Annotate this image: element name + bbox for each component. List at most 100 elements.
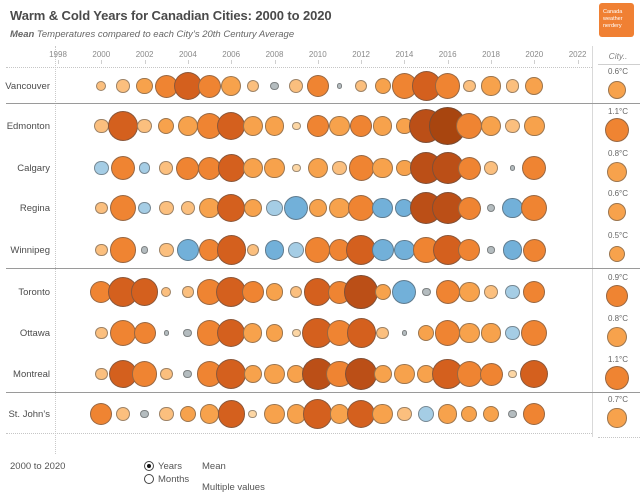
city-average-circle-0[interactable] xyxy=(608,81,626,99)
bubble-calgary-2018[interactable] xyxy=(483,160,499,176)
bubble-vancouver-2020[interactable] xyxy=(525,77,544,95)
bubble-calgary-2012[interactable] xyxy=(348,155,374,181)
bubble-vancouver-2000[interactable] xyxy=(96,80,107,92)
bubble-winnipeg-2019[interactable] xyxy=(503,240,523,260)
bubble-regina-2006[interactable] xyxy=(217,193,246,223)
bubble-winnipeg-2008[interactable] xyxy=(264,240,285,260)
bubble-winnipeg-2000[interactable] xyxy=(95,243,108,257)
bubble-ottawa-2009[interactable] xyxy=(291,328,301,338)
bubble-toronto-2019[interactable] xyxy=(505,284,520,300)
bubble-ottawa-2006[interactable] xyxy=(217,318,246,348)
bubble-calgary-2008[interactable] xyxy=(264,157,285,179)
bubble-calgary-2006[interactable] xyxy=(217,154,245,182)
bubble-regina-2008[interactable] xyxy=(266,199,283,217)
bubble-winnipeg-2018[interactable] xyxy=(487,246,495,254)
bubble-toronto-2002[interactable] xyxy=(130,278,159,306)
bubble-calgary-2002[interactable] xyxy=(138,162,151,174)
bubble-montreal-2003[interactable] xyxy=(159,367,173,381)
bubble-calgary-2010[interactable] xyxy=(307,157,329,179)
bubble-toronto-2003[interactable] xyxy=(161,286,172,298)
bubble-calgary-2019[interactable] xyxy=(510,165,516,171)
bubble-ottawa-2013[interactable] xyxy=(376,326,390,340)
city-average-circle-4[interactable] xyxy=(608,245,626,263)
bubble-st-john-s-2018[interactable] xyxy=(482,405,500,423)
bubble-regina-2004[interactable] xyxy=(180,200,196,216)
bubble-calgary-2013[interactable] xyxy=(372,157,394,179)
bubble-regina-2009[interactable] xyxy=(284,195,309,221)
bubble-regina-2019[interactable] xyxy=(502,197,523,219)
bubble-regina-2018[interactable] xyxy=(486,203,496,213)
bubble-st-john-s-2005[interactable] xyxy=(199,404,220,424)
bubble-vancouver-2006[interactable] xyxy=(220,75,242,97)
bubble-vancouver-2001[interactable] xyxy=(116,79,130,93)
bubble-vancouver-2008[interactable] xyxy=(270,81,279,91)
bubble-toronto-2018[interactable] xyxy=(483,284,499,300)
bubble-edmonton-2017[interactable] xyxy=(456,112,483,140)
bubble-regina-2001[interactable] xyxy=(109,194,137,222)
bubble-edmonton-2005[interactable] xyxy=(196,113,223,139)
bubble-st-john-s-2006[interactable] xyxy=(217,400,245,428)
bubble-winnipeg-2007[interactable] xyxy=(246,243,260,257)
bubble-regina-2012[interactable] xyxy=(347,194,375,222)
bubble-edmonton-2009[interactable] xyxy=(291,121,301,131)
bubble-regina-2007[interactable] xyxy=(243,199,262,217)
bubble-toronto-2004[interactable] xyxy=(182,286,194,298)
city-average-circle-3[interactable] xyxy=(608,203,626,221)
bubble-toronto-2008[interactable] xyxy=(265,283,284,301)
bubble-vancouver-2007[interactable] xyxy=(246,79,260,93)
bubble-montreal-2000[interactable] xyxy=(95,367,108,381)
bubble-st-john-s-2007[interactable] xyxy=(248,409,258,419)
bubble-ottawa-2016[interactable] xyxy=(435,320,461,346)
bubble-st-john-s-2012[interactable] xyxy=(347,399,376,429)
bubble-calgary-2011[interactable] xyxy=(332,160,347,176)
bubble-edmonton-2007[interactable] xyxy=(242,115,264,137)
bubble-ottawa-2019[interactable] xyxy=(505,325,520,341)
bubble-edmonton-2013[interactable] xyxy=(373,116,393,136)
bubble-st-john-s-2001[interactable] xyxy=(115,406,131,422)
city-average-circle-6[interactable] xyxy=(606,326,628,348)
bubble-vancouver-2009[interactable] xyxy=(288,78,304,94)
bubble-toronto-2010[interactable] xyxy=(304,278,332,306)
bubble-montreal-2007[interactable] xyxy=(243,365,262,383)
bubble-calgary-2001[interactable] xyxy=(110,155,135,181)
bubble-winnipeg-2014[interactable] xyxy=(394,239,415,261)
bubble-toronto-2017[interactable] xyxy=(459,281,480,303)
bubble-ottawa-2003[interactable] xyxy=(163,330,169,336)
bubble-regina-2017[interactable] xyxy=(457,196,481,220)
city-average-circle-2[interactable] xyxy=(606,161,628,183)
bubble-montreal-2018[interactable] xyxy=(479,362,503,386)
bubble-montreal-2008[interactable] xyxy=(264,363,285,385)
bubble-edmonton-2002[interactable] xyxy=(137,118,152,134)
radio-months-label[interactable]: Months xyxy=(158,474,190,485)
bubble-calgary-2004[interactable] xyxy=(176,156,200,180)
city-average-circle-8[interactable] xyxy=(607,408,627,428)
bubble-winnipeg-2003[interactable] xyxy=(158,242,174,258)
bubble-winnipeg-2013[interactable] xyxy=(371,239,394,261)
bubble-winnipeg-2001[interactable] xyxy=(110,237,136,263)
bubble-winnipeg-2020[interactable] xyxy=(522,238,546,262)
bubble-edmonton-2010[interactable] xyxy=(306,115,329,137)
bubble-calgary-2017[interactable] xyxy=(457,156,481,180)
bubble-montreal-2020[interactable] xyxy=(520,359,549,389)
bubble-montreal-2014[interactable] xyxy=(394,363,415,385)
bubble-st-john-s-2015[interactable] xyxy=(417,405,435,423)
radio-years[interactable] xyxy=(144,461,154,471)
bubble-vancouver-2012[interactable] xyxy=(354,79,368,93)
bubble-montreal-2019[interactable] xyxy=(508,369,518,379)
bubble-edmonton-2020[interactable] xyxy=(524,115,545,137)
bubble-edmonton-2006[interactable] xyxy=(217,111,246,141)
bubble-calgary-2020[interactable] xyxy=(522,155,547,181)
bubble-regina-2020[interactable] xyxy=(521,194,548,222)
bubble-ottawa-2010[interactable] xyxy=(302,317,334,349)
bubble-edmonton-2000[interactable] xyxy=(94,118,109,134)
bubble-toronto-2007[interactable] xyxy=(241,281,264,303)
bubble-toronto-2020[interactable] xyxy=(523,281,546,303)
bubble-ottawa-2002[interactable] xyxy=(133,322,156,344)
bubble-vancouver-2010[interactable] xyxy=(306,75,329,97)
bubble-ottawa-2007[interactable] xyxy=(243,323,263,343)
bubble-edmonton-2008[interactable] xyxy=(264,116,285,136)
bubble-vancouver-2005[interactable] xyxy=(198,74,222,98)
bubble-vancouver-2002[interactable] xyxy=(136,77,153,95)
bubble-calgary-2009[interactable] xyxy=(291,163,301,173)
bubble-regina-2003[interactable] xyxy=(158,200,174,216)
